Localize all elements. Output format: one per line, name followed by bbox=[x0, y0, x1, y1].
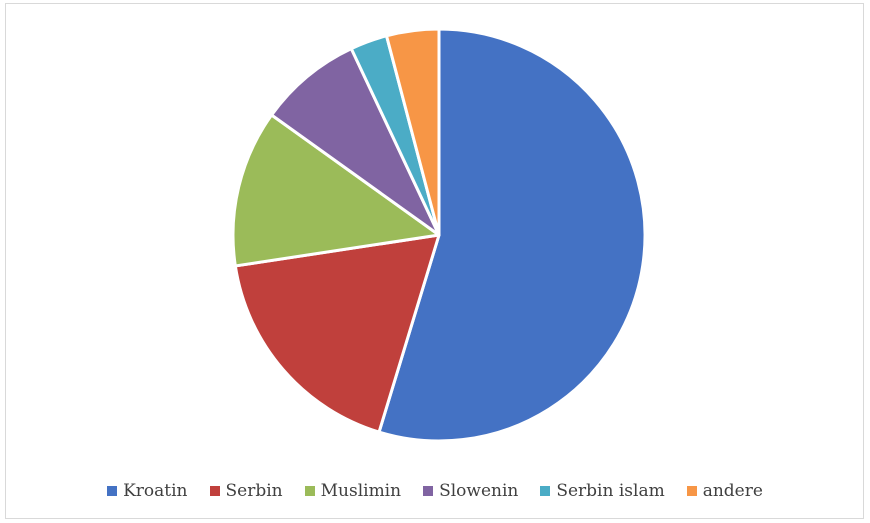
legend-swatch bbox=[686, 486, 697, 496]
legend-item-serbin-islam: Serbin islam bbox=[540, 481, 665, 501]
legend-label: Kroatin bbox=[123, 481, 188, 501]
pie-slice-muslimin bbox=[231, 113, 441, 268]
legend-item-slowenin: Slowenin bbox=[423, 481, 518, 501]
legend-item-kroatin: Kroatin bbox=[107, 481, 188, 501]
legend-label: Muslimin bbox=[320, 481, 402, 501]
pie-slice-andere bbox=[385, 27, 441, 237]
legend-item-serbin: Serbin bbox=[209, 481, 283, 501]
pie-slice-slowenin bbox=[270, 47, 441, 237]
legend-swatch bbox=[107, 486, 118, 496]
legend-item-andere: andere bbox=[686, 481, 763, 501]
legend-swatch bbox=[304, 486, 315, 496]
legend-label: andere bbox=[702, 481, 763, 501]
pie-slice-kroatin bbox=[377, 27, 647, 443]
pie-slice-serbin bbox=[233, 233, 441, 434]
legend-label: Serbin islam bbox=[556, 481, 665, 501]
legend-swatch bbox=[423, 486, 434, 496]
legend-swatch bbox=[209, 486, 220, 496]
legend-label: Slowenin bbox=[439, 481, 519, 501]
pie-slices bbox=[231, 27, 647, 443]
legend-swatch bbox=[540, 486, 551, 496]
legend-item-muslimin: Muslimin bbox=[304, 481, 402, 501]
legend-label: Serbin bbox=[225, 481, 283, 501]
chart-legend: Kroatin Serbin Muslimin Slowenin Serbin isla… bbox=[0, 478, 870, 504]
